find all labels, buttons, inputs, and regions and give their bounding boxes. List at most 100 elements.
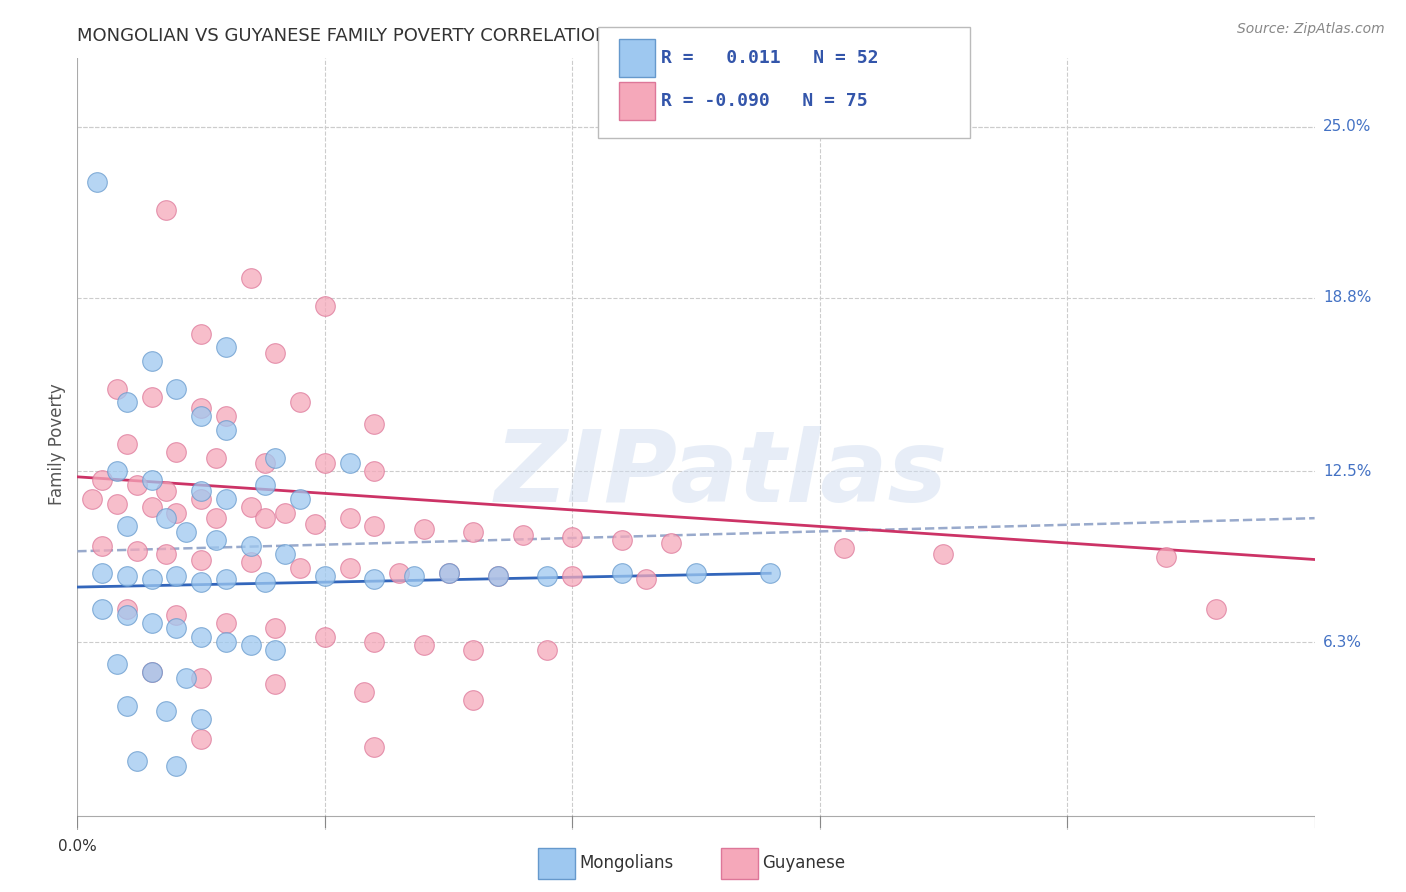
Point <box>239 638 262 652</box>
Point <box>105 382 128 396</box>
Point <box>82 491 104 506</box>
Point <box>610 566 633 581</box>
Point <box>215 572 238 586</box>
Text: 25.0%: 25.0% <box>1323 120 1371 135</box>
Point <box>190 552 212 566</box>
Point <box>363 417 385 432</box>
Point <box>561 531 583 545</box>
Text: 0.0%: 0.0% <box>58 838 97 854</box>
Point <box>254 456 277 470</box>
Point <box>463 524 485 539</box>
Point <box>190 731 212 746</box>
Point <box>353 685 375 699</box>
Point <box>659 536 682 550</box>
Text: 18.8%: 18.8% <box>1323 290 1371 305</box>
Point <box>254 574 277 589</box>
Point <box>141 572 163 586</box>
Text: 6.3%: 6.3% <box>1323 635 1362 649</box>
Point <box>155 704 177 718</box>
Point <box>115 395 138 409</box>
Point <box>115 602 138 616</box>
Point <box>115 519 138 533</box>
Point <box>363 519 385 533</box>
Point <box>91 539 114 553</box>
Point <box>264 643 287 657</box>
Point <box>437 566 460 581</box>
Point <box>115 436 138 450</box>
Point <box>636 572 658 586</box>
Point <box>174 671 197 685</box>
Point <box>536 643 558 657</box>
Text: Source: ZipAtlas.com: Source: ZipAtlas.com <box>1237 22 1385 37</box>
Text: Guyanese: Guyanese <box>762 855 845 872</box>
Point <box>486 569 509 583</box>
Point <box>512 527 534 541</box>
Point <box>314 630 336 644</box>
Point <box>155 511 177 525</box>
Point <box>339 456 361 470</box>
Point <box>141 354 163 368</box>
Point <box>205 450 228 465</box>
Point <box>363 464 385 478</box>
Point <box>463 643 485 657</box>
Text: MONGOLIAN VS GUYANESE FAMILY POVERTY CORRELATION CHART: MONGOLIAN VS GUYANESE FAMILY POVERTY COR… <box>77 28 675 45</box>
Point <box>239 539 262 553</box>
Text: 12.5%: 12.5% <box>1323 464 1371 479</box>
Point <box>190 483 212 498</box>
Point <box>190 630 212 644</box>
Point <box>264 450 287 465</box>
Point <box>215 615 238 630</box>
Point <box>141 473 163 487</box>
Point <box>274 506 297 520</box>
Point <box>304 516 326 531</box>
Point <box>86 175 108 189</box>
Point <box>264 621 287 635</box>
Point <box>1205 602 1227 616</box>
Point <box>215 491 238 506</box>
Point <box>363 572 385 586</box>
Point <box>239 500 262 515</box>
Point <box>125 544 148 558</box>
Point <box>141 615 163 630</box>
Point <box>155 547 177 561</box>
Point <box>1154 549 1177 564</box>
Point <box>165 445 187 459</box>
Point <box>141 390 163 404</box>
Point <box>115 698 138 713</box>
Point <box>239 555 262 569</box>
Point <box>463 693 485 707</box>
Point <box>205 511 228 525</box>
Point <box>125 478 148 492</box>
Point <box>288 491 311 506</box>
Point <box>115 569 138 583</box>
Point <box>339 511 361 525</box>
Point <box>165 569 187 583</box>
Text: R = -0.090   N = 75: R = -0.090 N = 75 <box>661 92 868 110</box>
Point <box>288 395 311 409</box>
Point <box>339 561 361 575</box>
Point <box>141 665 163 680</box>
Point <box>165 621 187 635</box>
Point <box>105 497 128 511</box>
Point <box>402 569 425 583</box>
Point <box>190 574 212 589</box>
Text: R =   0.011   N = 52: R = 0.011 N = 52 <box>661 49 879 67</box>
Point <box>105 657 128 672</box>
Point <box>190 671 212 685</box>
Point <box>190 401 212 415</box>
Point <box>91 602 114 616</box>
Text: ZIPatlas: ZIPatlas <box>494 426 948 523</box>
Point <box>215 635 238 649</box>
Point <box>314 569 336 583</box>
Point <box>165 506 187 520</box>
Point <box>165 382 187 396</box>
Point <box>834 541 856 556</box>
Point <box>274 547 297 561</box>
Point <box>239 271 262 285</box>
Point <box>141 500 163 515</box>
Point <box>759 566 782 581</box>
Point <box>215 409 238 424</box>
Point <box>105 464 128 478</box>
Point <box>115 607 138 622</box>
Point <box>190 326 212 341</box>
